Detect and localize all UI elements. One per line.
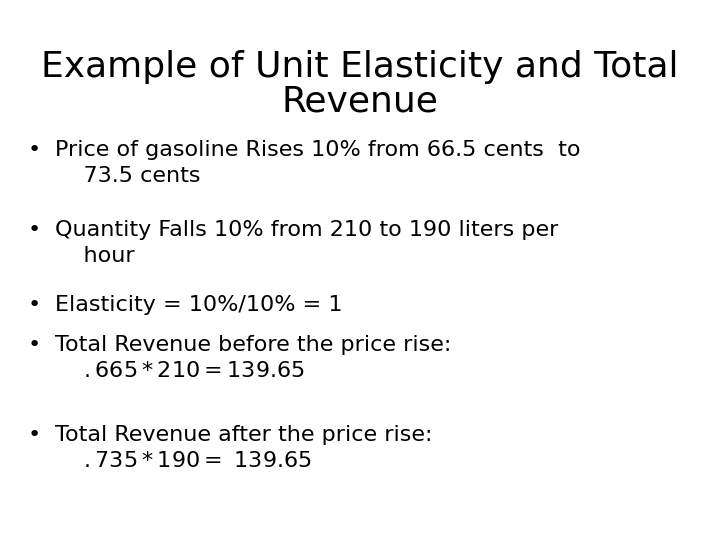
Text: Revenue: Revenue: [282, 85, 438, 119]
Text: Example of Unit Elasticity and Total: Example of Unit Elasticity and Total: [41, 50, 679, 84]
Text: •: •: [28, 425, 41, 445]
Text: Price of gasoline Rises 10% from 66.5 cents  to
    73.5 cents: Price of gasoline Rises 10% from 66.5 ce…: [55, 140, 580, 186]
Text: Elasticity = 10%/10% = 1: Elasticity = 10%/10% = 1: [55, 295, 343, 315]
Text: Total Revenue after the price rise:
    $.735 * 190 =  $ 139.65: Total Revenue after the price rise: $.73…: [55, 425, 433, 470]
Text: Total Revenue before the price rise:
    $.665 * 210 =  $139.65: Total Revenue before the price rise: $.6…: [55, 335, 451, 381]
Text: •: •: [28, 295, 41, 315]
Text: •: •: [28, 220, 41, 240]
Text: •: •: [28, 335, 41, 355]
Text: •: •: [28, 140, 41, 160]
Text: Quantity Falls 10% from 210 to 190 liters per
    hour: Quantity Falls 10% from 210 to 190 liter…: [55, 220, 559, 266]
